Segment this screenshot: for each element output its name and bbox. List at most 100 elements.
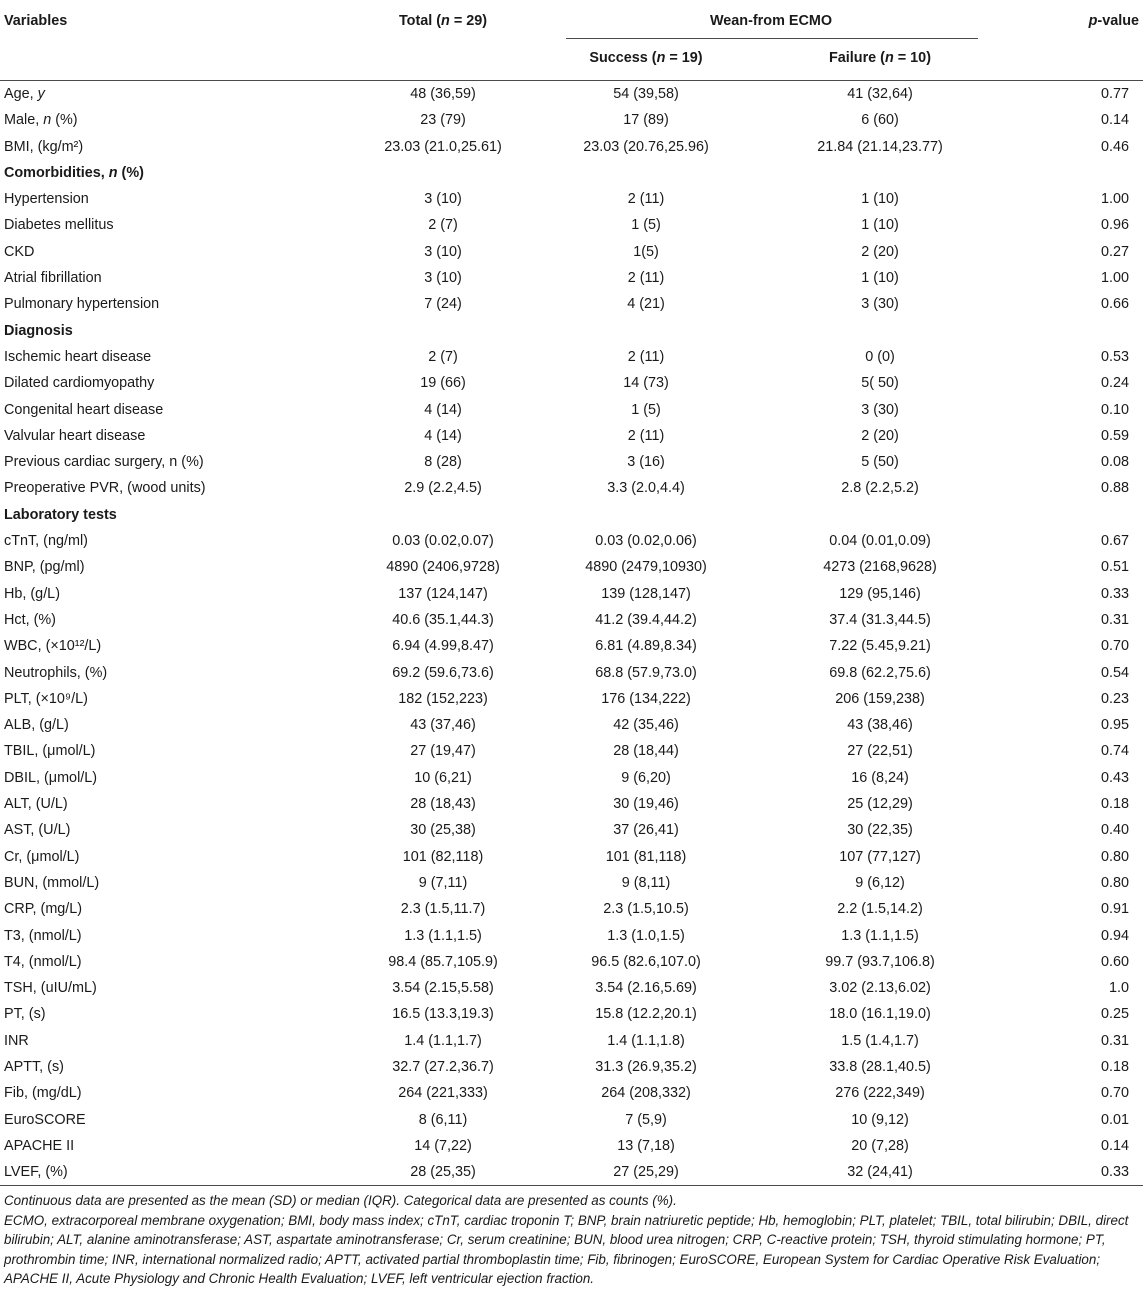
total-cell: 30 (25,38): [410, 822, 476, 839]
success-cell: 1(5): [633, 243, 659, 260]
table-row: TSH, (uIU/mL) 3.54 (2.15,5.58) 3.54 (2.16,…: [0, 975, 1143, 1001]
total-cell: 23.03 (21.0,25.61): [384, 138, 502, 155]
failure-cell: 2 (20): [861, 427, 899, 444]
variable-cell: TBIL, (μmol/L): [4, 743, 96, 760]
group-rule: [566, 38, 978, 39]
success-cell: 30 (19,46): [613, 796, 679, 813]
pvalue-cell: 0.67: [1100, 533, 1129, 550]
total-cell: 27 (19,47): [410, 743, 476, 760]
variable-cell: ALB, (g/L): [4, 717, 69, 734]
failure-cell: 6 (60): [861, 112, 899, 129]
pvalue-cell: 1.0: [1108, 980, 1129, 997]
pvalue-cell: 0.91: [1100, 901, 1129, 918]
table-row: Age, y 48 (36,59) 54 (39,58) 41 (32,64) 0.77: [0, 81, 1143, 107]
failure-cell: 20 (7,28): [851, 1137, 909, 1154]
total-cell: 7 (24): [424, 296, 462, 313]
pvalue-cell: 0.14: [1100, 112, 1129, 129]
section-row: Laboratory tests: [0, 502, 1143, 528]
failure-cell: 33.8 (28.1,40.5): [829, 1058, 931, 1075]
variable-cell: CKD: [4, 243, 35, 260]
pvalue-cell: 0.94: [1100, 927, 1129, 944]
total-cell: 1.3 (1.1,1.5): [404, 927, 482, 944]
pvalue-cell: 0.51: [1100, 559, 1129, 576]
total-cell: 48 (36,59): [410, 86, 476, 102]
success-cell: 13 (7,18): [617, 1137, 675, 1154]
pvalue-cell: 0.70: [1100, 1085, 1129, 1102]
header-group: Wean-from ECMO: [709, 13, 833, 29]
header-failure: Failure (n = 10): [829, 50, 931, 66]
variable-cell: BMI, (kg/m²): [4, 138, 84, 155]
failure-cell: 1 (10): [861, 191, 899, 208]
pvalue-cell: 0.40: [1100, 822, 1129, 839]
pvalue-cell: 0.33: [1100, 1164, 1129, 1181]
failure-cell: 10 (9,12): [851, 1111, 909, 1128]
failure-cell: 1 (10): [861, 217, 899, 234]
total-cell: 137 (124,147): [398, 585, 488, 602]
variable-cell: Comorbidities, n (%): [4, 164, 144, 181]
pvalue-cell: 0.88: [1100, 480, 1129, 497]
variable-cell: BUN, (mmol/L): [4, 874, 100, 891]
table-row: T4, (nmol/L) 98.4 (85.7,105.9) 96.5 (82.6,…: [0, 949, 1143, 975]
pvalue-cell: 0.53: [1100, 348, 1129, 365]
pvalue-cell: 0.95: [1100, 717, 1129, 734]
success-cell: 264 (208,332): [601, 1085, 691, 1102]
failure-cell: 129 (95,146): [839, 585, 921, 602]
table-row: Male, n (%) 23 (79) 17 (89) 6 (60) 0.14: [0, 107, 1143, 133]
failure-cell: 41 (32,64): [847, 86, 913, 102]
failure-cell: 5( 50): [861, 375, 899, 392]
total-cell: 264 (221,333): [398, 1085, 488, 1102]
pvalue-cell: 0.80: [1100, 848, 1129, 865]
failure-cell: 99.7 (93.7,106.8): [825, 953, 935, 970]
total-cell: 2.3 (1.5,11.7): [400, 901, 486, 918]
failure-cell: 1 (10): [861, 270, 899, 287]
variable-cell: Ischemic heart disease: [4, 348, 152, 365]
total-cell: 98.4 (85.7,105.9): [388, 953, 498, 970]
total-cell: 182 (152,223): [398, 690, 488, 707]
success-cell: 23.03 (20.76,25.96): [583, 138, 709, 155]
table-row: Congenital heart disease 4 (14) 1 (5) 3 (30…: [0, 397, 1143, 423]
variable-cell: Valvular heart disease: [4, 427, 146, 444]
failure-cell: 21.84 (21.14,23.77): [817, 138, 943, 155]
pvalue-cell: 0.27: [1100, 243, 1129, 260]
table-row: PT, (s) 16.5 (13.3,19.3) 15.8 (12.2,20.1) 1…: [0, 1001, 1143, 1027]
variable-cell: Age, y: [4, 86, 45, 102]
variable-cell: Pulmonary hypertension: [4, 296, 160, 313]
pvalue-cell: 0.60: [1100, 953, 1129, 970]
total-cell: 0.03 (0.02,0.07): [392, 533, 494, 550]
variable-cell: ALT, (U/L): [4, 796, 68, 813]
table-row: ALB, (g/L) 43 (37,46) 42 (35,46) 43 (38,46)…: [0, 712, 1143, 738]
table-row: PLT, (×10⁹/L) 182 (152,223) 176 (134,222) 2…: [0, 686, 1143, 712]
failure-cell: 3 (30): [861, 296, 899, 313]
failure-cell: 0.04 (0.01,0.09): [829, 533, 931, 550]
variable-cell: T4, (nmol/L): [4, 953, 82, 970]
variable-cell: WBC, (×10¹²/L): [4, 638, 102, 655]
table-row: Cr, (μmol/L) 101 (82,118) 101 (81,118) 107 …: [0, 844, 1143, 870]
total-cell: 1.4 (1.1,1.7): [404, 1032, 482, 1049]
success-cell: 15.8 (12.2,20.1): [595, 1006, 697, 1023]
success-cell: 176 (134,222): [601, 690, 691, 707]
success-cell: 68.8 (57.9,73.0): [595, 664, 697, 681]
success-cell: 9 (8,11): [621, 874, 671, 891]
variable-cell: Diabetes mellitus: [4, 217, 114, 234]
header-success: Success (n = 19): [589, 50, 703, 66]
table-row: Valvular heart disease 4 (14) 2 (11) 2 (20)…: [0, 423, 1143, 449]
variable-cell: PLT, (×10⁹/L): [4, 690, 88, 707]
failure-cell: 206 (159,238): [835, 690, 925, 707]
footnote-abbreviations: ECMO, extracorporeal membrane oxygenatio…: [4, 1212, 1129, 1287]
variable-cell: Dilated cardiomyopathy: [4, 375, 155, 392]
bottom-rule: [0, 1185, 1143, 1187]
success-cell: 3 (16): [627, 454, 665, 471]
pvalue-cell: 0.10: [1100, 401, 1129, 418]
success-cell: 1.3 (1.0,1.5): [607, 927, 685, 944]
table-row: Hypertension 3 (10) 2 (11) 1 (10) 1.00: [0, 186, 1143, 212]
pvalue-cell: 0.74: [1100, 743, 1129, 760]
pvalue-cell: 0.18: [1100, 796, 1129, 813]
failure-cell: 37.4 (31.3,44.5): [829, 611, 931, 628]
table-row: CRP, (mg/L) 2.3 (1.5,11.7) 2.3 (1.5,10.5) 2…: [0, 896, 1143, 922]
success-cell: 1 (5): [631, 217, 661, 234]
success-cell: 4 (21): [627, 296, 665, 313]
success-cell: 6.81 (4.89,8.34): [595, 638, 697, 655]
pvalue-cell: 0.01: [1100, 1111, 1129, 1128]
total-cell: 4 (14): [424, 401, 462, 418]
